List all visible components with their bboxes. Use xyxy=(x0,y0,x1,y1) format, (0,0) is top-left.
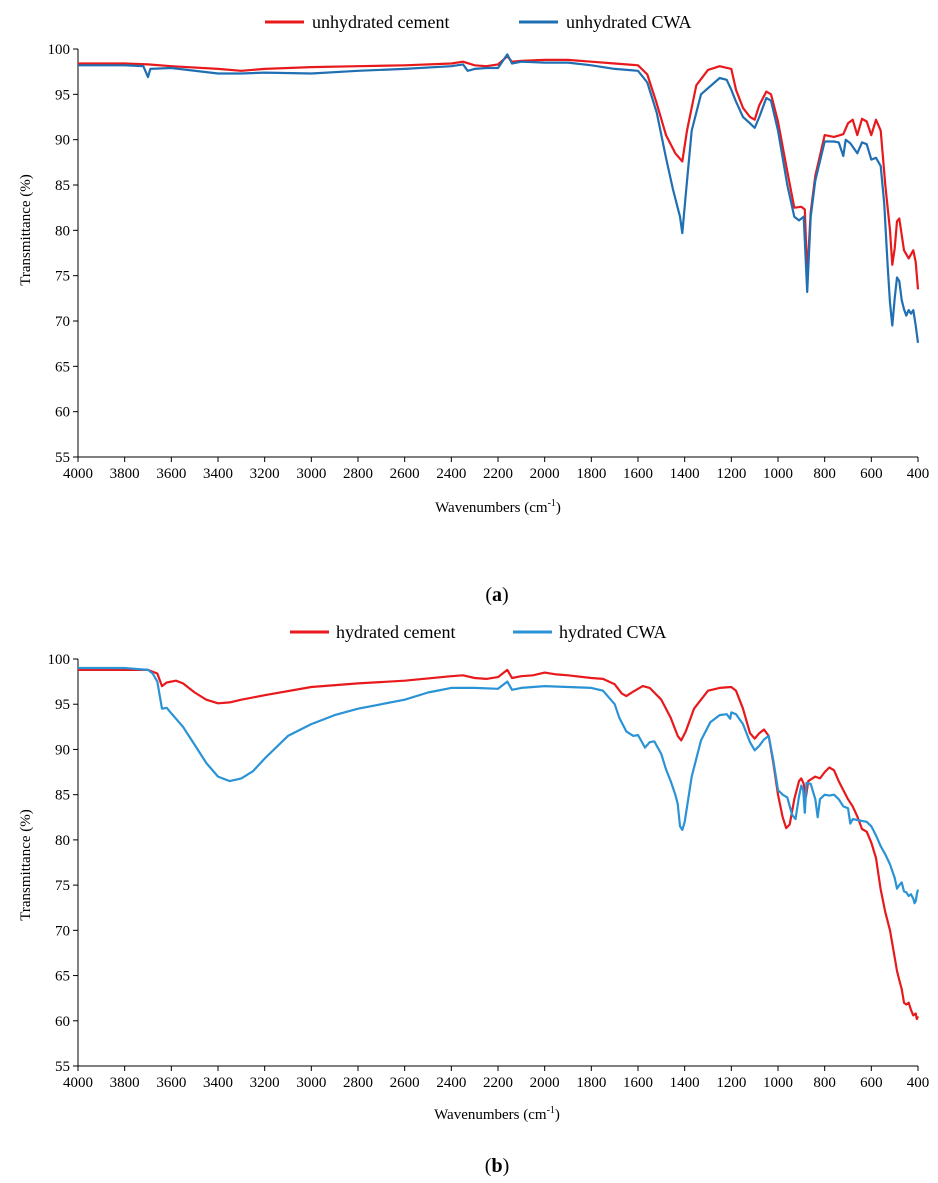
x-tick-label: 400 xyxy=(907,1075,930,1091)
x-tick-label: 800 xyxy=(813,1075,836,1091)
x-tick-label: 1000 xyxy=(763,1075,793,1091)
x-tick-label: 3600 xyxy=(156,1075,186,1091)
x-tick-label: 1600 xyxy=(623,466,653,482)
x-tick-label: 1800 xyxy=(576,1075,606,1091)
y-tick-label: 60 xyxy=(55,405,70,421)
series-line-unhydrated-cwa xyxy=(78,53,920,343)
x-tick-label: 2400 xyxy=(436,1075,466,1091)
x-tick-label: 2200 xyxy=(483,1075,513,1091)
x-tick-label: 2800 xyxy=(343,1075,373,1091)
y-tick-label: 75 xyxy=(55,878,70,894)
x-tick-label: 2600 xyxy=(390,466,420,482)
y-tick-label: 80 xyxy=(55,833,70,849)
y-tick-label: 70 xyxy=(55,923,70,939)
series-layer xyxy=(78,666,920,1021)
legend-label-unhydrated-cwa: unhydrated CWA xyxy=(566,12,691,32)
x-tick-label: 3200 xyxy=(250,1075,280,1091)
y-tick-label: 95 xyxy=(55,87,70,103)
x-tick-label: 2600 xyxy=(390,1075,420,1091)
x-axis-title: Wavenumbers (cm-1) xyxy=(434,1105,560,1123)
x-tick-label: 1200 xyxy=(716,466,746,482)
y-tick-label: 60 xyxy=(55,1014,70,1030)
x-tick-label: 4000 xyxy=(63,1075,93,1091)
x-tick-label: 3000 xyxy=(296,1075,326,1091)
x-tick-label: 3200 xyxy=(250,466,280,482)
y-tick-label: 85 xyxy=(55,788,70,804)
x-tick-label: 1200 xyxy=(716,1075,746,1091)
y-tick-label: 90 xyxy=(55,742,70,758)
legend: unhydrated cement unhydrated CWA xyxy=(265,12,691,32)
y-tick-label: 55 xyxy=(55,450,70,466)
y-axis-title: Transmittance (%) xyxy=(18,174,34,286)
y-axis-title: Transmittance (%) xyxy=(18,809,34,921)
series-line-hydrated-cement xyxy=(78,668,920,1021)
x-tick-label: 3800 xyxy=(110,466,140,482)
x-tick-label: 3400 xyxy=(203,1075,233,1091)
x-tick-label: 2000 xyxy=(530,466,560,482)
series-line-unhydrated-cement xyxy=(78,55,920,290)
legend-label-hydrated-cement: hydrated cement xyxy=(336,622,455,642)
x-tick-label: 2400 xyxy=(436,466,466,482)
y-tick-label: 80 xyxy=(55,223,70,239)
x-tick-label: 2000 xyxy=(530,1075,560,1091)
x-tick-label: 1400 xyxy=(670,1075,700,1091)
x-tick-label: 1600 xyxy=(623,1075,653,1091)
x-tick-label: 4000 xyxy=(63,466,93,482)
series-layer xyxy=(78,53,920,343)
y-tick-label: 75 xyxy=(55,269,70,285)
axes: 55 60 65 70 75 80 85 90 95 100 4000 3800 3600 3400 320… xyxy=(48,652,930,1091)
panel-label-a: (a) xyxy=(485,584,508,606)
panel-label-b: (b) xyxy=(485,1155,509,1177)
x-tick-label: 3600 xyxy=(156,466,186,482)
y-tick-label: 55 xyxy=(55,1059,70,1075)
x-tick-label: 3800 xyxy=(110,1075,140,1091)
x-tick-label: 600 xyxy=(860,466,883,482)
chart-panel-a: unhydrated cement unhydrated CWA 55 60 65 7… xyxy=(18,12,929,606)
legend: hydrated cement hydrated CWA xyxy=(290,622,666,642)
y-tick-label: 95 xyxy=(55,697,70,713)
legend-label-unhydrated-cement: unhydrated cement xyxy=(312,12,449,32)
y-tick-label: 70 xyxy=(55,314,70,330)
chart-panel-b: hydrated cement hydrated CWA 55 60 65 70 75 8… xyxy=(18,622,929,1177)
x-tick-label: 2800 xyxy=(343,466,373,482)
x-tick-label: 3000 xyxy=(296,466,326,482)
x-tick-label: 600 xyxy=(860,1075,883,1091)
legend-label-hydrated-cwa: hydrated CWA xyxy=(559,622,666,642)
x-tick-label: 3400 xyxy=(203,466,233,482)
y-tick-label: 65 xyxy=(55,359,70,375)
x-tick-label: 800 xyxy=(813,466,836,482)
x-tick-label: 1000 xyxy=(763,466,793,482)
y-tick-label: 90 xyxy=(55,133,70,149)
x-tick-label: 1400 xyxy=(670,466,700,482)
axes: 55 60 65 70 75 80 85 90 95 100 4000 3800 3600 3400 320… xyxy=(48,42,930,482)
x-axis-title: Wavenumbers (cm-1) xyxy=(435,498,561,516)
x-tick-label: 400 xyxy=(907,466,930,482)
x-tick-label: 2200 xyxy=(483,466,513,482)
y-tick-label: 100 xyxy=(48,652,71,668)
x-tick-label: 1800 xyxy=(576,466,606,482)
y-tick-label: 85 xyxy=(55,178,70,194)
series-line-hydrated-cwa xyxy=(78,666,920,905)
y-tick-label: 65 xyxy=(55,969,70,985)
y-tick-label: 100 xyxy=(48,42,71,58)
